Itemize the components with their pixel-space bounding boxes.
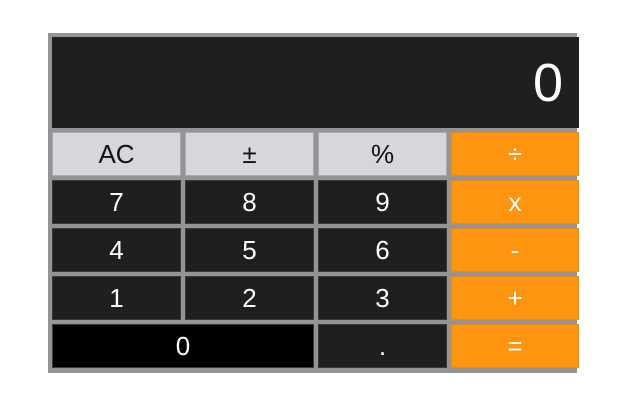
add-button[interactable]: + — [451, 276, 579, 320]
calculator: 0 AC ± % ÷ 7 8 9 x 4 5 6 - 1 2 3 + 0 . = — [48, 33, 579, 373]
subtract-button[interactable]: - — [451, 228, 579, 272]
multiply-button[interactable]: x — [451, 180, 579, 224]
digit-7-button[interactable]: 7 — [52, 180, 181, 224]
decimal-button[interactable]: . — [318, 324, 447, 368]
digit-9-button[interactable]: 9 — [318, 180, 447, 224]
digit-6-button[interactable]: 6 — [318, 228, 447, 272]
equals-button[interactable]: = — [451, 324, 579, 368]
display-value: 0 — [532, 52, 563, 113]
digit-3-button[interactable]: 3 — [318, 276, 447, 320]
percent-button[interactable]: % — [318, 132, 447, 176]
display: 0 — [52, 37, 579, 128]
digit-0-button[interactable]: 0 — [52, 324, 314, 368]
digit-1-button[interactable]: 1 — [52, 276, 181, 320]
digit-5-button[interactable]: 5 — [185, 228, 314, 272]
clear-button[interactable]: AC — [52, 132, 181, 176]
digit-4-button[interactable]: 4 — [52, 228, 181, 272]
sign-toggle-button[interactable]: ± — [185, 132, 314, 176]
digit-2-button[interactable]: 2 — [185, 276, 314, 320]
divide-button[interactable]: ÷ — [451, 132, 579, 176]
digit-8-button[interactable]: 8 — [185, 180, 314, 224]
